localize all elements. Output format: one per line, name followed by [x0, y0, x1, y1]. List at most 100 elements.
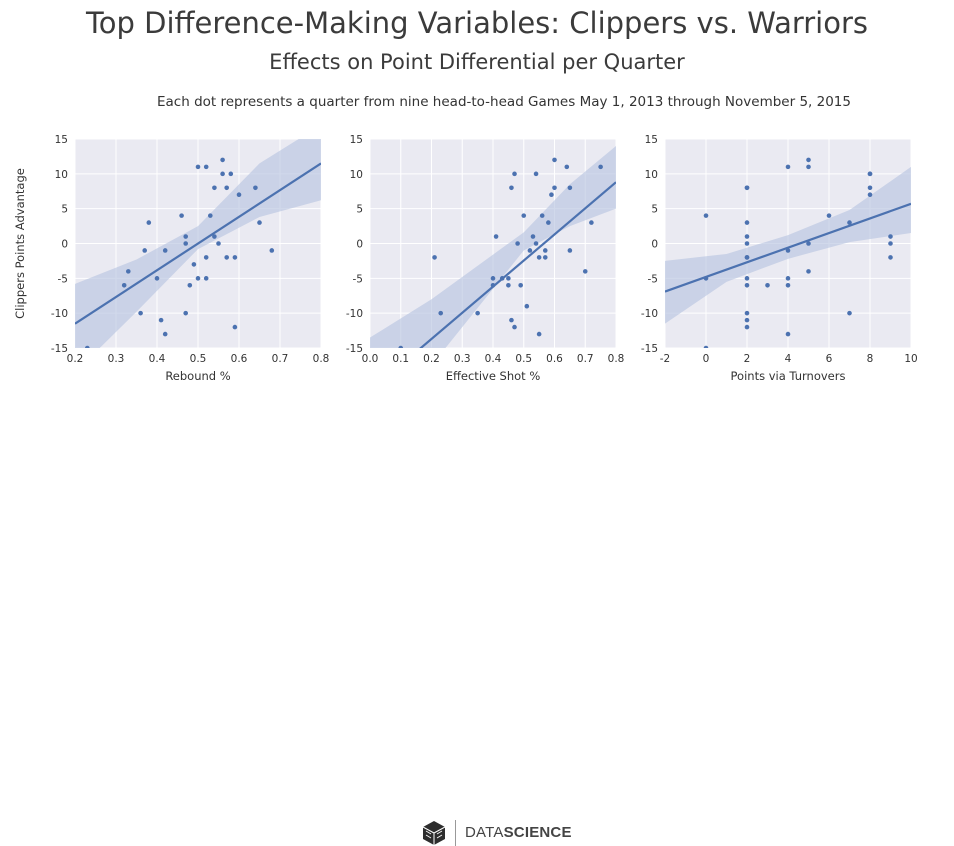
cube-logo-icon [422, 821, 446, 845]
y-tick-label: -10 [51, 308, 68, 320]
data-point [703, 345, 709, 348]
data-point [785, 276, 791, 281]
data-point [847, 310, 852, 316]
data-point [552, 157, 557, 163]
charts-canvas: 0.2 0.3 0.4 0.5 0.6 0.7 0.8 15 10 5 0 -5 -10 -15 Rebou… [13, 134, 918, 383]
data-point [744, 234, 750, 239]
data-point [203, 164, 209, 170]
data-point [158, 317, 164, 323]
data-point [524, 303, 530, 309]
data-point [212, 234, 217, 239]
data-point [589, 220, 594, 225]
data-point [539, 213, 545, 218]
data-point [806, 269, 811, 274]
data-point [744, 283, 750, 288]
data-point [867, 171, 873, 177]
chart-title: Top Difference-Making Variables: Clipper… [85, 6, 869, 40]
y-tick-label: 15 [55, 134, 68, 146]
y-tick-label: 5 [61, 204, 68, 216]
data-point [220, 171, 225, 177]
data-point [536, 331, 542, 337]
y-tick-label: -15 [641, 343, 658, 355]
data-point [530, 234, 536, 239]
y-tick-label: 5 [356, 204, 363, 216]
data-point [183, 241, 188, 246]
data-point [398, 345, 404, 348]
y-tick-label: -5 [58, 273, 68, 285]
footer: DATASCIENCE [0, 409, 954, 846]
data-point [527, 248, 533, 253]
x-tick-label: 0.8 [313, 353, 330, 365]
y-tick-label: -10 [346, 308, 363, 320]
y-tick-label: 5 [651, 204, 658, 216]
data-point [867, 185, 873, 191]
data-point [162, 248, 168, 253]
data-point [536, 255, 542, 260]
y-tick-label: 10 [55, 169, 68, 181]
x-tick-label: 0.6 [546, 353, 563, 365]
data-point [253, 185, 258, 191]
data-point [512, 171, 517, 177]
data-point [195, 164, 201, 170]
data-point [521, 213, 527, 218]
y-tick-label: -5 [353, 273, 363, 285]
data-point [257, 220, 262, 225]
data-point [432, 255, 437, 260]
data-point [552, 185, 557, 191]
data-point [224, 255, 229, 260]
data-point [847, 220, 852, 225]
data-point [187, 283, 193, 288]
data-point [203, 276, 209, 281]
data-point [183, 310, 188, 316]
data-point [888, 241, 893, 246]
x-tick-label: -2 [660, 353, 670, 365]
data-point [826, 213, 832, 218]
x-tick-label: 0.4 [149, 353, 166, 365]
confidence-band [370, 145, 616, 348]
data-point [216, 241, 221, 246]
data-point [208, 213, 213, 218]
data-point [744, 276, 750, 281]
data-point [220, 157, 225, 163]
data-point [549, 192, 554, 198]
data-point [154, 276, 160, 281]
y-tick-label: 0 [356, 239, 363, 251]
x-axis-label: Rebound % [165, 369, 230, 383]
data-point [515, 241, 520, 246]
data-point [744, 310, 750, 316]
data-point [203, 255, 209, 260]
y-tick-label: 10 [645, 169, 658, 181]
data-point [493, 234, 499, 239]
data-point [179, 213, 184, 218]
data-point [146, 220, 152, 225]
regression-line [75, 162, 321, 325]
data-point [475, 310, 480, 316]
y-tick-label: -15 [51, 343, 68, 355]
data-point [533, 171, 539, 177]
data-point [582, 269, 588, 274]
data-point [236, 192, 242, 198]
y-tick-label: 0 [61, 239, 68, 251]
data-point [506, 283, 511, 288]
confidence-band [665, 166, 911, 324]
y-tick-label: 15 [645, 134, 658, 146]
data-point [195, 276, 201, 281]
data-point [867, 192, 873, 198]
data-point [126, 269, 131, 274]
x-tick-label: 0.3 [454, 353, 471, 365]
data-point [744, 185, 750, 191]
regression-line [419, 181, 616, 348]
data-point [490, 276, 496, 281]
x-axis-label: Points via Turnovers [731, 369, 846, 383]
data-point [703, 213, 709, 218]
x-tick-label: 0.2 [423, 353, 440, 365]
data-point [269, 248, 275, 253]
data-point [85, 345, 90, 348]
data-point [888, 234, 893, 239]
data-point [232, 324, 238, 330]
y-tick-label: 10 [350, 169, 363, 181]
data-point [232, 255, 238, 260]
data-point [546, 220, 551, 225]
data-point [567, 185, 573, 191]
x-tick-label: 4 [785, 353, 792, 365]
